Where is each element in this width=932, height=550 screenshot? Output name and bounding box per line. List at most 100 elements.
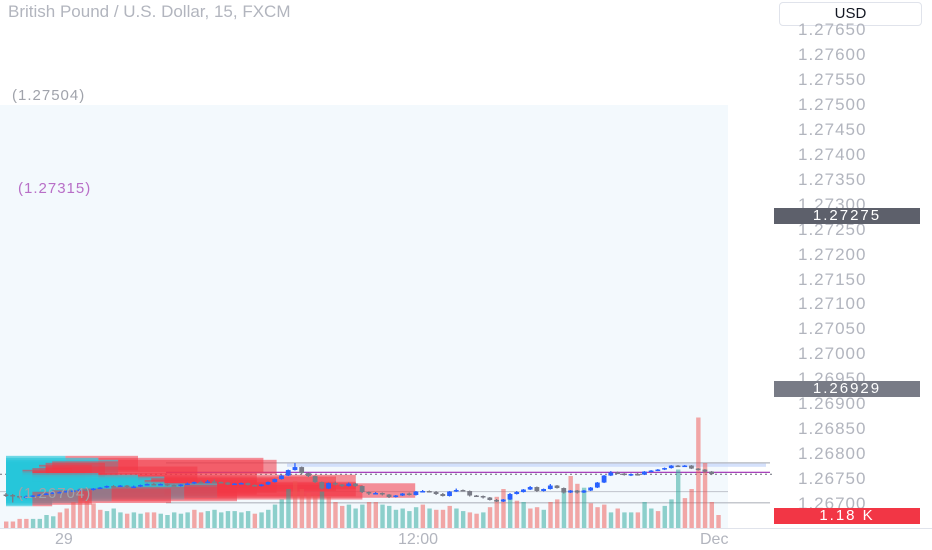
volume-bar [548,502,553,528]
volume-bar [158,513,163,528]
candle-body [211,481,217,484]
candle-body [541,489,546,492]
volume-bar [555,499,560,528]
volume-bar [37,518,42,528]
price-axis-label: 1.27650 [798,20,867,39]
symbol-title: British Pound / U.S. Dollar, 15, FXCM [8,2,291,21]
time-label-noon: 12:00 [398,531,439,548]
candle-body [581,490,587,493]
volume-bar [669,499,674,528]
candle-body [43,493,49,496]
candle-body [406,493,412,496]
candle-body [668,465,674,469]
candle-body [332,483,338,485]
volume-bar [118,512,123,528]
candle-body [279,475,284,480]
candle-body [198,482,204,484]
range-high-label: (1.27504) [12,87,86,104]
candle-body [306,473,311,477]
candle-body [144,484,150,486]
range-mid-label: (1.27315) [18,180,92,197]
volume-bar [628,512,634,528]
candle-body [467,491,473,496]
candle-body [474,495,479,498]
candle-body [265,482,271,485]
candle-body [413,491,419,496]
volume-bar [360,504,365,528]
candle-body [574,490,580,493]
volume-bar [192,509,197,528]
volume-bar [252,513,258,528]
candle-body [97,487,103,490]
candle-body [608,472,614,476]
volume-bar [266,509,271,528]
candle-body [648,470,654,473]
candle-body [258,484,264,487]
currency-selector[interactable]: USD [779,2,922,26]
volume-bar [702,463,708,528]
volume-bar [393,509,399,528]
candle-body [588,487,594,491]
candle-body [111,486,116,488]
candle-body [84,489,90,492]
volume-bar [151,512,157,528]
volume-bar [326,496,331,528]
candle-body [561,488,567,493]
volume-bar [622,512,627,528]
volume-bar [299,489,305,528]
candle-body [70,490,76,493]
volume-bar [595,507,600,528]
price-axis-label: 1.27000 [798,344,867,364]
candle-body [3,494,9,497]
volume-bar [501,489,506,528]
candle-body [158,484,163,486]
price-axis-label: 1.27150 [798,269,867,289]
volume-bar [77,491,83,528]
candle-body [346,483,352,487]
volume-bar [292,481,298,528]
candle-body [17,496,22,498]
candle-body [90,488,96,491]
candle-body [373,493,378,495]
volume-bar [10,521,16,528]
candle-body [272,479,278,483]
candle-body [521,489,526,493]
volume-bar [481,512,486,528]
volume-bar [696,417,701,528]
candle-body [386,494,392,498]
volume-bar [635,512,641,528]
candle-body [104,486,110,488]
volume-bar [131,512,137,528]
candle-body [400,493,405,496]
candle-body [232,483,237,486]
volume-bar [333,502,338,528]
candle-body [117,485,123,488]
volume-bar [608,512,614,528]
candle-body [299,467,305,474]
volume-bar [474,513,479,528]
range-low-label: (1.26704) [18,485,92,502]
volume-bar [138,513,143,528]
candle-body [433,492,439,495]
candle-body [568,490,573,493]
volume-bar [407,511,412,528]
volume-bar [400,508,405,528]
candle-body [131,486,137,489]
candle-body [339,484,345,487]
volume-bar [454,508,459,528]
volume-bar [319,491,325,528]
volume-bar [98,509,103,528]
volume-bar [655,511,661,528]
candle-body [453,490,459,492]
candle-body [225,482,231,485]
candle-body [615,472,620,475]
volume-bar [689,489,694,528]
price-axis-label: 1.27350 [798,169,867,189]
candle-body [487,497,493,501]
candle-body [238,483,244,485]
volume-bar [272,504,278,528]
resistance-zone [287,463,766,467]
volume-bar [682,498,688,528]
volume-bar [575,483,580,528]
